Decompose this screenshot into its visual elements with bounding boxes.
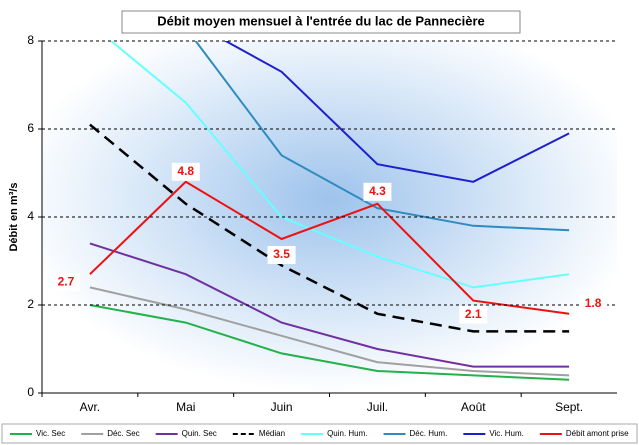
series-line	[223, 41, 570, 183]
series-line	[89, 180, 570, 315]
legend-label: Vic. Hum.	[489, 429, 524, 438]
y-tick-label: 8	[27, 33, 34, 47]
data-label-box	[267, 246, 296, 264]
legend-label: Médian	[259, 429, 285, 438]
x-tick-label: Août	[461, 400, 486, 414]
data-label-box	[579, 294, 608, 313]
legend-label: Déc. Sec	[107, 429, 139, 438]
data-label-box	[363, 182, 392, 201]
series-line	[109, 41, 570, 289]
legend-label: Débit amont prise	[566, 429, 629, 438]
x-tick-label: Sept.	[555, 400, 583, 414]
data-label-box	[459, 305, 488, 324]
x-tick-label: Avr.	[80, 400, 100, 414]
data-label: 4.8	[177, 164, 194, 178]
x-tick-label: Juin	[271, 400, 293, 414]
series-line	[89, 286, 570, 377]
data-label: 2.1	[465, 307, 482, 321]
series-line	[89, 242, 570, 368]
legend-label: Quin. Sec	[182, 429, 217, 438]
legend-label: Déc. Hum.	[410, 429, 448, 438]
y-tick-label: 6	[27, 121, 34, 135]
plot-lines	[89, 41, 570, 381]
legend-label: Quin. Hum.	[327, 429, 367, 438]
y-axis-label: Débit en m³/s	[8, 182, 20, 251]
chart-title: Débit moyen mensuel à l'entrée du lac de…	[157, 13, 485, 28]
data-label: 3.5	[273, 247, 290, 261]
legend-label: Vic. Sec	[36, 429, 65, 438]
x-tick-label: Mai	[176, 400, 195, 414]
data-label: 4.3	[369, 184, 386, 198]
y-tick-label: 2	[27, 297, 34, 311]
title-box	[121, 10, 521, 34]
data-label-box	[51, 273, 80, 292]
plot-area	[42, 41, 617, 393]
data-label: 2.7	[58, 274, 75, 288]
series-line	[89, 123, 570, 333]
series-line	[89, 304, 570, 381]
data-label: 1.8	[585, 296, 602, 310]
data-label-box	[171, 162, 200, 181]
series-line	[194, 41, 570, 232]
y-tick-label: 0	[27, 385, 34, 399]
y-tick-label: 4	[27, 209, 34, 223]
x-tick-label: Juil.	[367, 400, 388, 414]
